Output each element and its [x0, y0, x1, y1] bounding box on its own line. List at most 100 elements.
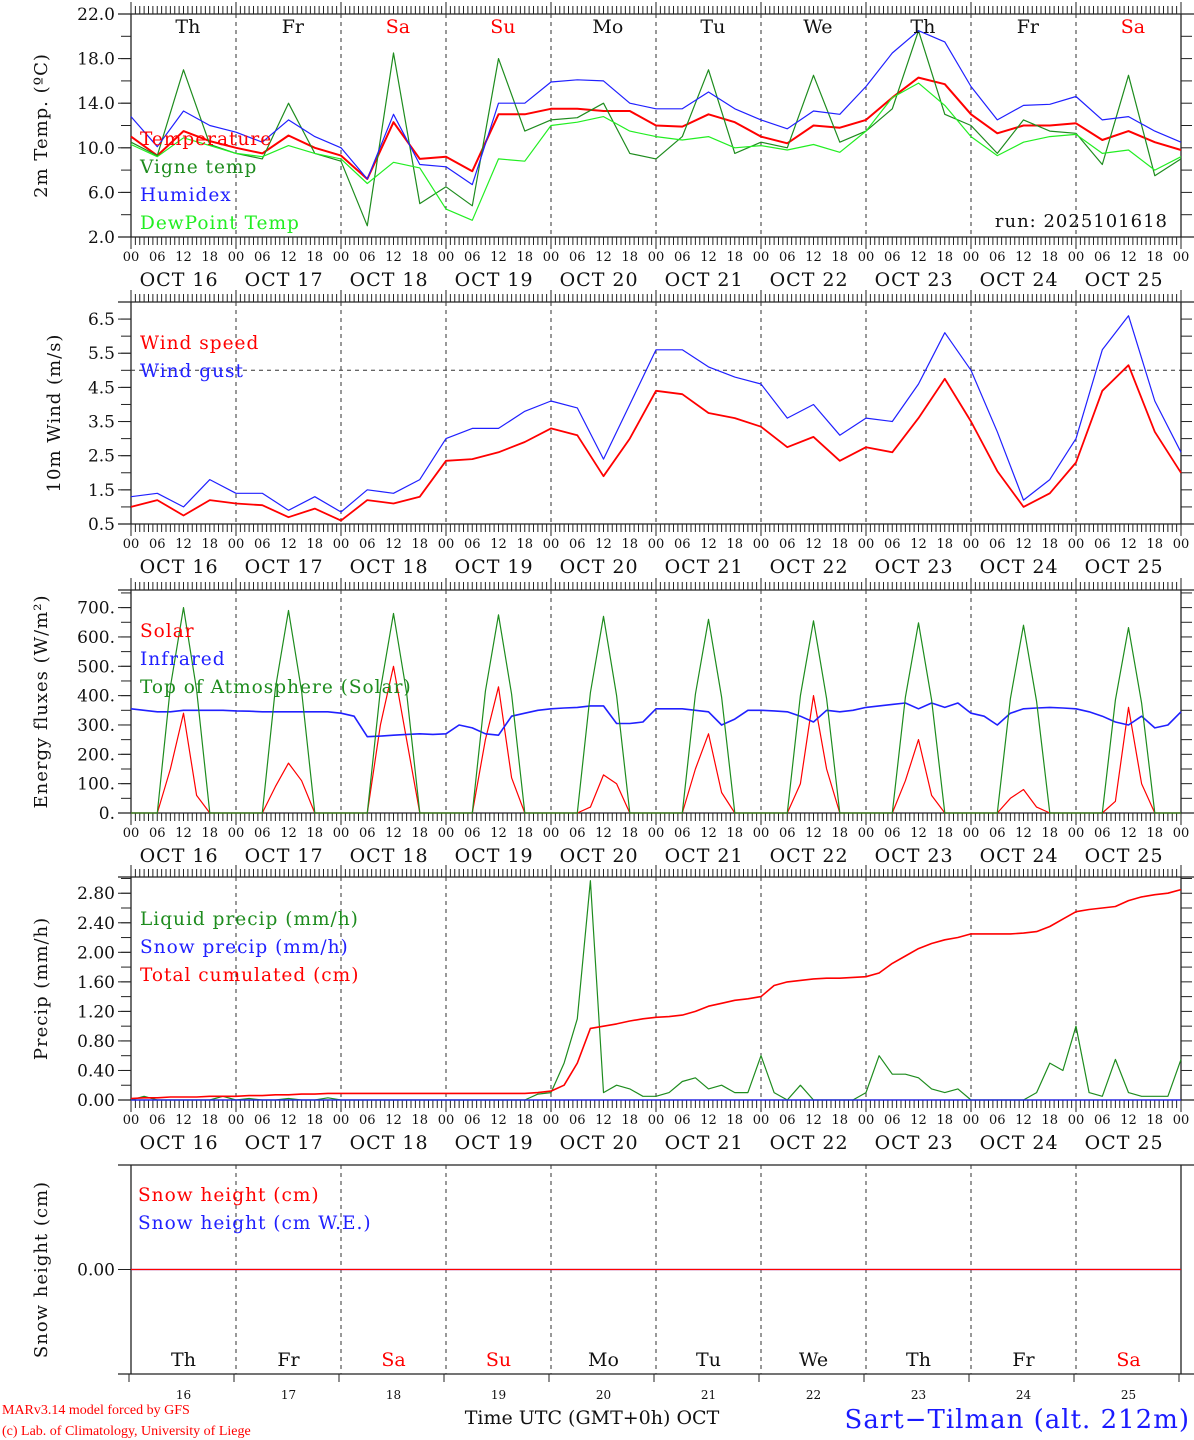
day-name-bottom: Th — [171, 1349, 196, 1371]
x-hour-label: 00 — [333, 1113, 350, 1128]
x-date-label: OCT 21 — [665, 269, 744, 291]
y-tick-label: 22.0 — [77, 5, 115, 25]
x-hour-label: 06 — [884, 826, 901, 841]
x-hour-label: 12 — [595, 537, 612, 552]
x-hour-label: 12 — [1120, 537, 1137, 552]
x-hour-label: 06 — [1094, 250, 1111, 265]
day-number: 16 — [176, 1388, 191, 1402]
y-axis-title: Precip (mm/h) — [31, 917, 52, 1060]
x-hour-label: 12 — [175, 250, 192, 265]
day-name-bottom: Fr — [277, 1349, 300, 1371]
y-tick-label: 0.5 — [88, 515, 115, 535]
x-date-label: OCT 17 — [245, 556, 324, 578]
x-hour-label: 06 — [359, 826, 376, 841]
x-hour-label: 00 — [123, 826, 140, 841]
y-tick-label: 18.0 — [77, 50, 115, 70]
day-name-top: Sa — [386, 16, 410, 38]
x-hour-label: 12 — [175, 826, 192, 841]
x-hour-label: 12 — [280, 537, 297, 552]
x-hour-label: 06 — [779, 250, 796, 265]
x-hour-label: 12 — [910, 250, 927, 265]
x-hour-label: 06 — [989, 826, 1006, 841]
x-hour-label: 12 — [805, 826, 822, 841]
x-hour-label: 00 — [123, 1113, 140, 1128]
x-hour-label: 06 — [254, 826, 271, 841]
y-tick-label: 500. — [77, 657, 115, 677]
x-date-label: OCT 19 — [455, 845, 534, 867]
x-date-label: OCT 18 — [350, 845, 429, 867]
x-hour-label: 00 — [123, 537, 140, 552]
x-hour-label: 06 — [149, 1113, 166, 1128]
series-wind-gust — [130, 315, 1182, 513]
x-hour-label: 12 — [700, 537, 717, 552]
x-hour-label: 18 — [831, 1113, 848, 1128]
x-date-label: OCT 21 — [665, 845, 744, 867]
x-date-label: OCT 18 — [350, 556, 429, 578]
legend-entry: Wind gust — [140, 361, 244, 382]
x-hour-label: 00 — [963, 250, 980, 265]
x-hour-label: 06 — [464, 537, 481, 552]
y-axis-title: 2m Temp. (ºC) — [31, 53, 52, 198]
x-hour-label: 00 — [1173, 537, 1190, 552]
x-hour-label: 00 — [858, 537, 875, 552]
x-hour-label: 00 — [228, 826, 245, 841]
x-hour-label: 18 — [516, 250, 533, 265]
x-hour-label: 12 — [1015, 1113, 1032, 1128]
y-tick-label: 1.5 — [88, 481, 115, 501]
x-hour-label: 06 — [569, 250, 586, 265]
x-hour-label: 00 — [753, 537, 770, 552]
y-tick-label: 700. — [77, 599, 115, 619]
y-axis-title: Energy fluxes (W/m²) — [31, 594, 52, 808]
x-hour-label: 12 — [910, 537, 927, 552]
legend-entry: Humidex — [140, 185, 232, 206]
x-hour-label: 06 — [149, 250, 166, 265]
x-hour-label: 12 — [1120, 826, 1137, 841]
x-hour-label: 18 — [516, 826, 533, 841]
x-hour-label: 00 — [543, 1113, 560, 1128]
y-tick-label: 0. — [99, 804, 115, 824]
x-hour-label: 00 — [228, 250, 245, 265]
y-tick-label: 1.20 — [77, 1002, 115, 1022]
day-name-top: Su — [490, 16, 515, 38]
x-hour-label: 18 — [306, 250, 323, 265]
legend-entry: Total cumulated (cm) — [140, 965, 359, 986]
legend-entry: Vigne temp — [139, 157, 257, 178]
day-number: 22 — [806, 1388, 821, 1402]
x-date-label: OCT 22 — [770, 556, 849, 578]
x-date-label: OCT 17 — [245, 269, 324, 291]
x-hour-label: 18 — [516, 1113, 533, 1128]
x-date-label: OCT 19 — [455, 269, 534, 291]
x-hour-label: 00 — [648, 537, 665, 552]
legend-entry: Wind speed — [140, 333, 259, 354]
x-hour-label: 12 — [1015, 250, 1032, 265]
y-tick-label: 5.5 — [88, 344, 115, 364]
legend-entry: Solar — [140, 621, 195, 642]
x-hour-label: 12 — [1015, 537, 1032, 552]
x-hour-label: 18 — [621, 250, 638, 265]
x-hour-label: 00 — [333, 537, 350, 552]
day-name-bottom: Tu — [696, 1349, 721, 1371]
day-number: 25 — [1121, 1388, 1136, 1402]
legend-entry: Top of Atmosphere (Solar) — [140, 677, 412, 698]
x-hour-label: 12 — [1120, 250, 1137, 265]
y-axis-title: Snow height (cm) — [31, 1181, 52, 1358]
x-date-label: OCT 25 — [1085, 556, 1164, 578]
legend-entry: Liquid precip (mm/h) — [140, 909, 359, 930]
x-hour-label: 00 — [1173, 1113, 1190, 1128]
x-hour-label: 12 — [280, 250, 297, 265]
x-hour-label: 00 — [438, 826, 455, 841]
x-date-label: OCT 18 — [350, 1132, 429, 1154]
x-hour-label: 00 — [963, 826, 980, 841]
x-hour-label: 12 — [490, 250, 507, 265]
day-name-bottom: Sa — [381, 1349, 405, 1371]
legend-entry: Temperature — [140, 129, 272, 150]
x-date-label: OCT 24 — [980, 1132, 1059, 1154]
day-number: 20 — [596, 1388, 611, 1402]
day-name-bottom: Mo — [588, 1349, 619, 1371]
x-hour-label: 06 — [674, 1113, 691, 1128]
x-date-label: OCT 23 — [875, 845, 954, 867]
x-date-label: OCT 22 — [770, 845, 849, 867]
x-hour-label: 18 — [1146, 1113, 1163, 1128]
x-date-label: OCT 23 — [875, 269, 954, 291]
series-vigne-temp — [130, 30, 1182, 227]
